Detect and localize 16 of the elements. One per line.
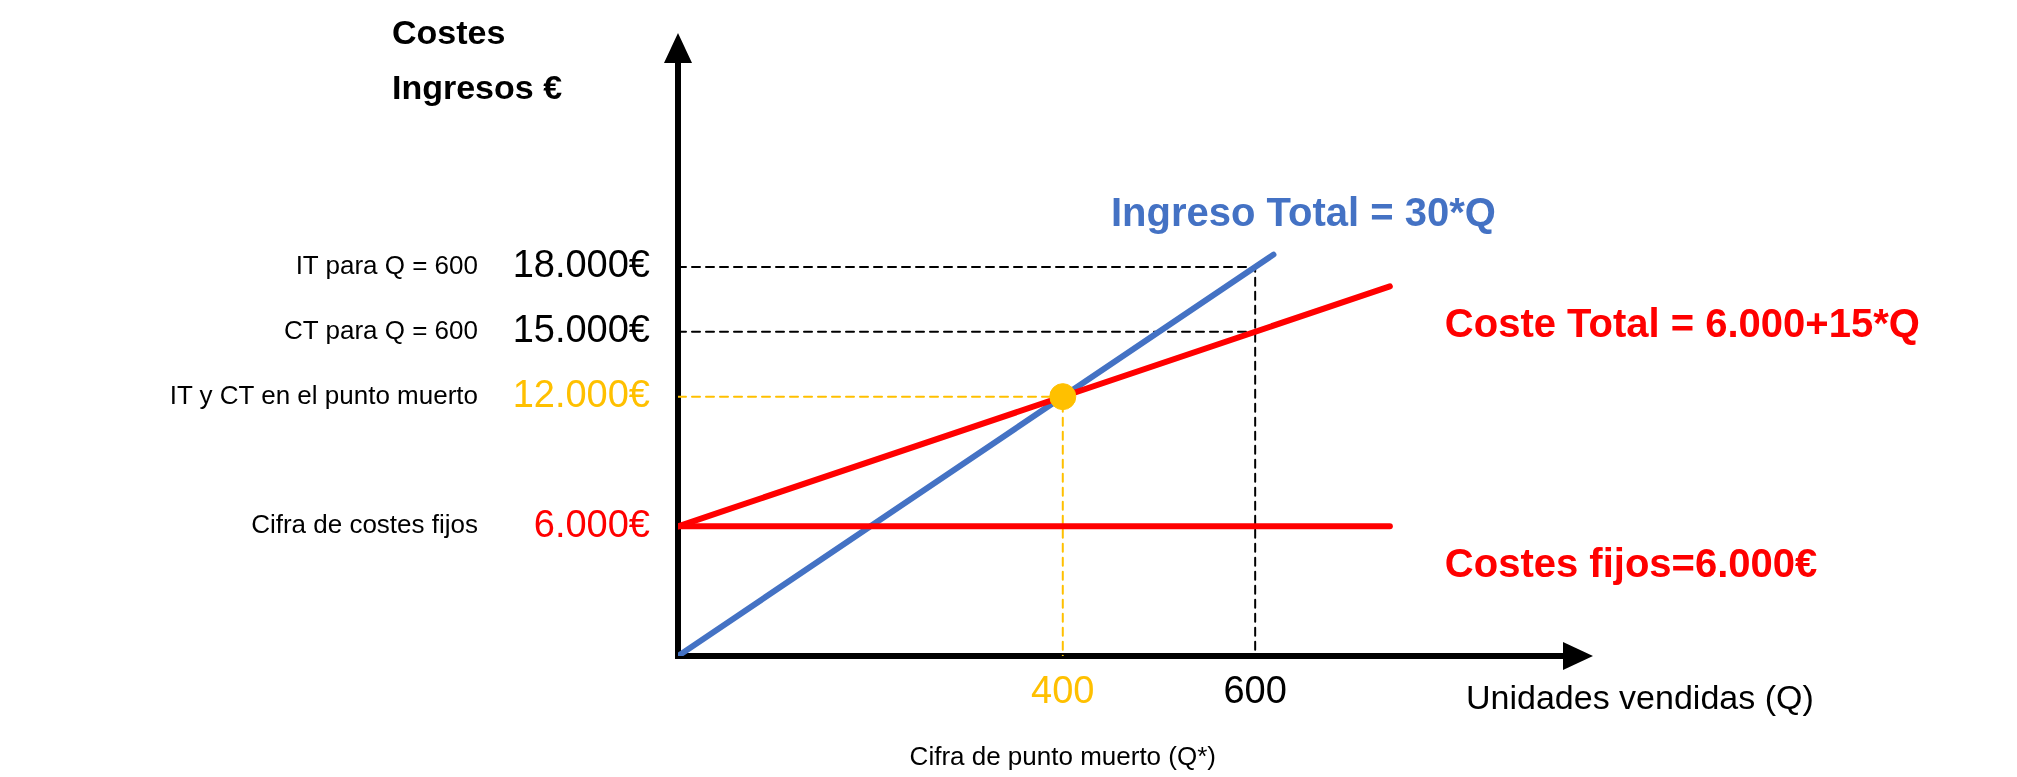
y-tick-label: 12.000€ [512, 373, 650, 416]
series-label: Ingreso Total = 30*Q [1110, 189, 1496, 234]
x-axis-title: Unidades vendidas (Q) [1466, 678, 1814, 717]
y-tick-label: 15.000€ [512, 308, 650, 351]
text: CT para Q = 600 [284, 314, 478, 345]
text: Cifra de punto muerto (Q*) [909, 741, 1216, 772]
text: Cifra de costes fijos [251, 509, 478, 540]
text: IT y CT en el punto muerto [169, 379, 478, 410]
y-tick-label: 18.000€ [512, 243, 650, 286]
series-label: Coste Total = 6.000+15*Q [1444, 301, 1920, 346]
x-tick-label: 400 [1031, 669, 1095, 712]
x-tick-label: 600 [1223, 669, 1287, 712]
series-label: Costes fijos=6.000€ [1444, 541, 1818, 586]
y-tick-label: 6.000€ [533, 502, 650, 545]
y-axis-title: Costes Ingresos € [392, 13, 563, 107]
text: IT para Q = 600 [295, 250, 478, 281]
